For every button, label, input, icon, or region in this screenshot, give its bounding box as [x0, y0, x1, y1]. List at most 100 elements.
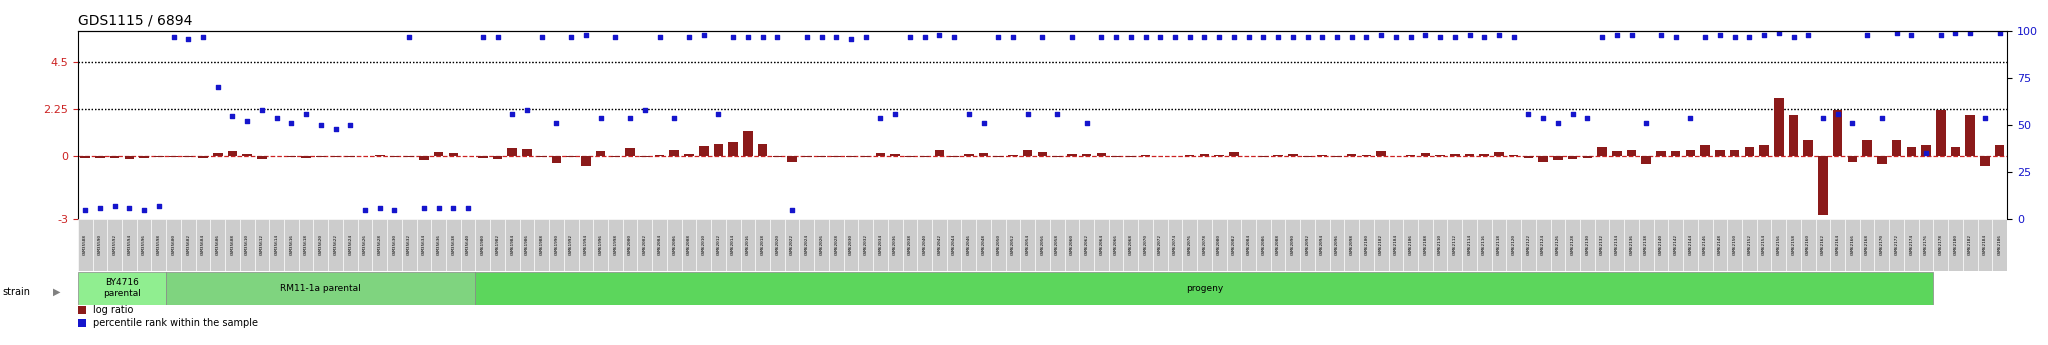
Bar — [637, 219, 651, 271]
Text: GSM35610: GSM35610 — [246, 235, 250, 255]
Point — [1792, 32, 1825, 38]
Bar — [268, 219, 285, 271]
Bar — [1726, 219, 1743, 271]
Point — [1659, 34, 1692, 39]
Point — [1321, 34, 1354, 39]
Bar — [328, 219, 342, 271]
Text: GSM61992: GSM61992 — [569, 235, 573, 255]
Point — [217, 113, 250, 118]
Point — [1599, 32, 1632, 38]
Bar — [346, 156, 354, 157]
Text: GSM62024: GSM62024 — [805, 235, 809, 255]
Point — [1483, 32, 1516, 38]
Point — [1071, 120, 1104, 126]
Point — [379, 207, 412, 213]
Bar — [1270, 219, 1286, 271]
Bar — [389, 156, 399, 157]
Text: GSM62084: GSM62084 — [1247, 235, 1251, 255]
Bar — [1597, 147, 1608, 156]
Text: GSM62178: GSM62178 — [1939, 235, 1944, 255]
Point — [1542, 120, 1575, 126]
Bar — [180, 219, 197, 271]
Bar — [858, 219, 872, 271]
Bar — [610, 156, 621, 157]
Text: GSM61994: GSM61994 — [584, 235, 588, 255]
Point — [1468, 34, 1501, 39]
Point — [762, 34, 795, 39]
Bar — [242, 154, 252, 156]
Bar — [1966, 115, 1974, 156]
Text: GSM62056: GSM62056 — [1040, 235, 1044, 255]
Bar — [934, 150, 944, 156]
Bar — [1800, 219, 1817, 271]
Point — [1733, 34, 1765, 39]
Bar — [1509, 155, 1518, 156]
Text: GSM62128: GSM62128 — [1571, 235, 1575, 255]
Bar — [1450, 154, 1460, 156]
Bar — [1421, 152, 1430, 156]
Point — [924, 32, 956, 38]
Text: GSM61984: GSM61984 — [510, 235, 514, 255]
Bar — [1124, 219, 1139, 271]
Point — [1247, 34, 1280, 39]
Point — [1233, 34, 1266, 39]
Bar — [991, 219, 1006, 271]
Point — [879, 111, 911, 117]
Point — [864, 115, 897, 120]
Point — [1925, 32, 1958, 38]
Bar — [240, 219, 254, 271]
Text: GSM61982: GSM61982 — [496, 235, 500, 255]
Point — [172, 36, 205, 41]
Text: GSM62124: GSM62124 — [1542, 235, 1544, 255]
Bar — [1153, 219, 1167, 271]
Text: GSM62136: GSM62136 — [1630, 235, 1634, 255]
Point — [791, 34, 823, 39]
Point — [893, 34, 926, 39]
Bar — [94, 156, 104, 158]
Text: GSM62174: GSM62174 — [1909, 235, 1913, 255]
Point — [274, 120, 307, 126]
Text: GSM62052: GSM62052 — [1012, 235, 1016, 255]
Bar — [1362, 155, 1372, 156]
Bar — [1315, 219, 1329, 271]
Bar — [1847, 156, 1858, 161]
Point — [1968, 115, 2001, 120]
Bar — [494, 156, 502, 159]
Bar — [567, 156, 575, 157]
Bar — [1260, 156, 1268, 157]
Bar — [342, 219, 358, 271]
Text: GSM62142: GSM62142 — [1673, 235, 1677, 255]
Bar — [287, 156, 297, 157]
Bar — [1700, 145, 1710, 156]
Point — [510, 107, 543, 113]
Bar — [993, 156, 1004, 157]
Bar — [152, 219, 166, 271]
Bar — [1141, 155, 1151, 156]
Point — [186, 34, 219, 39]
Bar — [373, 219, 387, 271]
Text: GSM62042: GSM62042 — [938, 235, 942, 255]
Point — [657, 115, 690, 120]
Bar — [106, 219, 123, 271]
Text: GSM62026: GSM62026 — [819, 235, 823, 255]
Bar — [78, 272, 166, 305]
Bar — [1640, 156, 1651, 164]
Text: GSM62078: GSM62078 — [1202, 235, 1206, 255]
Point — [1909, 150, 1942, 156]
Bar — [1448, 219, 1462, 271]
Text: BY4716
parental: BY4716 parental — [102, 278, 141, 298]
Bar — [1108, 219, 1124, 271]
Bar — [1921, 145, 1931, 156]
Bar — [1255, 219, 1270, 271]
Point — [1704, 32, 1737, 38]
Bar — [1833, 110, 1843, 156]
Bar — [1860, 219, 1874, 271]
Text: GSM62004: GSM62004 — [657, 235, 662, 255]
Text: GSM35594: GSM35594 — [127, 235, 131, 255]
Bar — [891, 154, 899, 156]
Text: GSM62104: GSM62104 — [1395, 235, 1399, 255]
Point — [745, 34, 778, 39]
Bar — [979, 152, 989, 156]
Point — [1012, 111, 1044, 117]
Text: GSM62062: GSM62062 — [1085, 235, 1090, 255]
